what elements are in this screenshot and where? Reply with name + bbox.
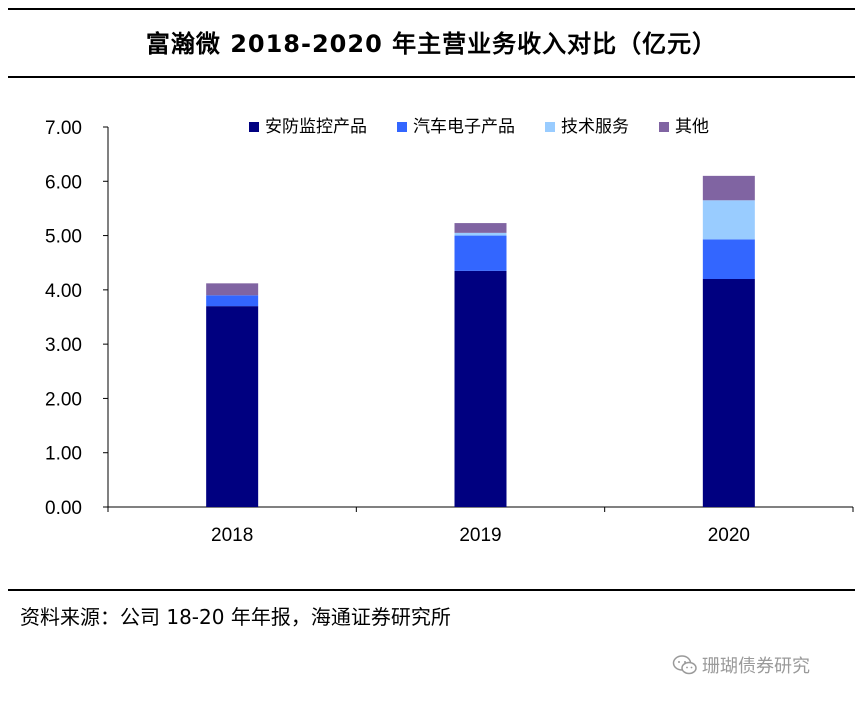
watermark: 珊瑚债券研究	[672, 652, 810, 678]
legend: 安防监控产品 汽车电子产品 技术服务 其他	[249, 117, 709, 137]
x-axis: 2018 2019 2020	[107, 506, 854, 546]
bar-segment	[702, 200, 755, 240]
legend-swatch	[249, 122, 259, 132]
bar-segment	[702, 239, 755, 279]
y-tick-label: 5.00	[45, 227, 82, 248]
wechat-icon	[672, 655, 697, 675]
y-axis: 0.00 1.00 2.00 3.00 4.00 5.00 6.00 7.00	[45, 118, 109, 519]
legend-label: 其他	[675, 117, 709, 137]
legend-label: 安防监控产品	[265, 117, 367, 137]
x-tick-label: 2019	[459, 525, 501, 546]
y-tick-label: 6.00	[45, 172, 82, 193]
x-tick-label: 2020	[708, 525, 750, 546]
title-rule	[8, 76, 855, 78]
bar-segment	[206, 283, 259, 296]
legend-swatch	[545, 122, 555, 132]
y-tick-label: 7.00	[45, 118, 82, 139]
stacked-bar-chart: 0.001.002.003.004.005.006.007.00 2018 201…	[45, 117, 854, 546]
y-tick-label: 2.00	[45, 389, 82, 410]
source-note: 资料来源：公司 18-20 年年报，海通证券研究所	[20, 605, 451, 629]
y-tick-label: 1.00	[45, 444, 82, 465]
bar-segment	[454, 235, 507, 271]
legend-swatch	[659, 122, 669, 132]
bar-segment	[702, 279, 755, 507]
legend-label: 技术服务	[561, 117, 629, 137]
y-tick-label: 0.00	[45, 498, 82, 519]
bar-segment	[206, 295, 259, 307]
bar-segment	[454, 232, 507, 236]
watermark-text: 珊瑚债券研究	[702, 656, 810, 677]
bar-segment	[206, 306, 259, 507]
top-rule	[8, 8, 855, 10]
bar-segment	[702, 175, 755, 201]
chart-title: 富瀚微 2018-2020 年主营业务收入对比（亿元）	[145, 30, 718, 58]
x-tick-label: 2018	[211, 525, 253, 546]
bar-segment	[454, 270, 507, 507]
bar-segment	[454, 223, 507, 233]
legend-swatch	[397, 122, 407, 132]
legend-label: 汽车电子产品	[413, 117, 515, 137]
bars-group	[206, 175, 755, 507]
bottom-rule	[8, 589, 855, 591]
y-tick-label: 3.00	[45, 335, 82, 356]
y-tick-label: 4.00	[45, 281, 82, 302]
